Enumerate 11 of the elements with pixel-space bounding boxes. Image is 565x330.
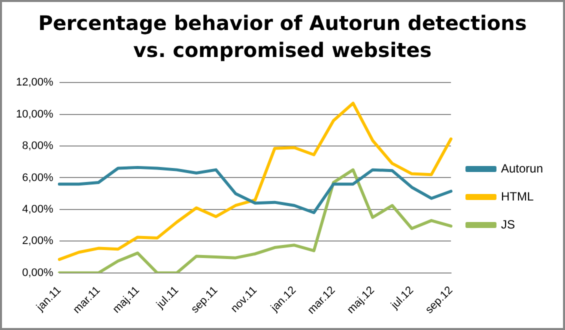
y-tick-label: 10,00% [16, 108, 54, 120]
legend-label: JS [500, 217, 515, 232]
y-tick-label: 4,00% [22, 203, 54, 216]
legend-label: Autorun [500, 161, 543, 176]
y-tick-label: 6,00% [22, 172, 54, 184]
y-tick-label: 8,00% [22, 140, 54, 152]
y-tick-label: 0,00% [22, 266, 54, 279]
y-tick-label: 2,00% [22, 235, 54, 248]
y-tick-label: 12,00% [16, 76, 54, 89]
legend-label: HTML [500, 189, 534, 204]
chart-title: Percentage behavior of Autorun detections vs. compromised websites [37, 10, 528, 64]
